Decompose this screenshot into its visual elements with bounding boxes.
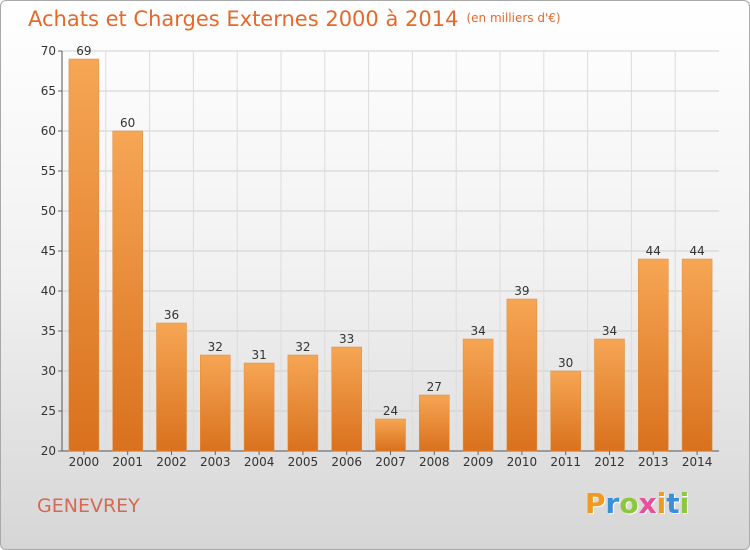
y-tick-label: 40 (41, 284, 56, 298)
bar-2006 (331, 346, 362, 452)
bar-2007 (375, 418, 406, 452)
bars (68, 58, 713, 452)
y-tick-label: 50 (41, 204, 56, 218)
x-tick-label: 2008 (419, 455, 450, 469)
chart-title-text: Achats et Charges Externes 2000 à 2014 (28, 7, 459, 31)
data-label: 39 (514, 284, 529, 298)
y-tick-label: 20 (41, 444, 56, 458)
data-label: 27 (427, 380, 442, 394)
data-label: 24 (383, 404, 398, 418)
place-name: GENEVREY (37, 495, 140, 517)
bar-2003 (200, 354, 231, 452)
bar-2012 (594, 338, 625, 452)
brand-letter: o (619, 487, 639, 520)
data-label: 44 (689, 244, 704, 258)
data-label: 31 (251, 348, 266, 362)
y-tick-label: 70 (41, 44, 56, 58)
y-tick-label: 45 (41, 244, 56, 258)
brand-letter: P (585, 487, 606, 520)
brand-letter: t (666, 487, 680, 520)
bar-2010 (506, 298, 538, 452)
data-label: 32 (295, 340, 310, 354)
brand-letter: r (605, 487, 620, 520)
bar-2004 (243, 362, 275, 452)
bar-2002 (156, 322, 187, 452)
bar-2011 (550, 370, 581, 452)
y-tick-label: 35 (41, 324, 56, 338)
x-tick-label: 2010 (507, 455, 538, 469)
x-tick-label: 2012 (594, 455, 625, 469)
brand-letter: i (679, 487, 690, 520)
data-label: 34 (470, 324, 485, 338)
data-label: 30 (558, 356, 573, 370)
brand-letter: i (656, 487, 667, 520)
data-label: 36 (164, 308, 179, 322)
data-label: 44 (646, 244, 661, 258)
data-label: 34 (602, 324, 617, 338)
bar-2005 (287, 354, 319, 452)
x-tick-label: 2000 (69, 455, 100, 469)
x-tick-label: 2003 (200, 455, 231, 469)
bar-2000 (68, 58, 100, 452)
x-tick-label: 2006 (331, 455, 362, 469)
x-tick-label: 2001 (112, 455, 143, 469)
bar-2014 (681, 258, 713, 452)
x-tick-label: 2013 (638, 455, 669, 469)
data-label: 60 (120, 116, 135, 130)
y-tick-label: 55 (41, 164, 56, 178)
x-tick-label: 2007 (375, 455, 406, 469)
x-tick-label: 2004 (244, 455, 275, 469)
brand-logo: Proxiti (585, 487, 689, 520)
brand-letter: x (638, 487, 657, 520)
labels: 20 25 30 35 40 45 50 55 60 65 70 69 2000 60 2001 36 2002… (41, 44, 713, 469)
y-tick-label: 65 (41, 84, 56, 98)
chart-subtitle: (en milliers d'€) (466, 11, 561, 25)
bar-2009 (462, 338, 494, 452)
bar-2013 (638, 258, 669, 452)
y-tick-label: 25 (41, 404, 56, 418)
chart-title: Achats et Charges Externes 2000 à 2014 (e… (28, 7, 561, 31)
data-label: 32 (208, 340, 223, 354)
bar-2008 (419, 394, 450, 452)
x-tick-label: 2009 (463, 455, 494, 469)
y-tick-label: 60 (41, 124, 56, 138)
bar-2001 (112, 130, 143, 452)
y-tick-label: 30 (41, 364, 56, 378)
x-tick-label: 2014 (682, 455, 713, 469)
data-label: 33 (339, 332, 354, 346)
x-tick-label: 2005 (288, 455, 319, 469)
data-label: 69 (76, 44, 91, 58)
x-tick-label: 2011 (550, 455, 581, 469)
x-tick-label: 2002 (156, 455, 187, 469)
